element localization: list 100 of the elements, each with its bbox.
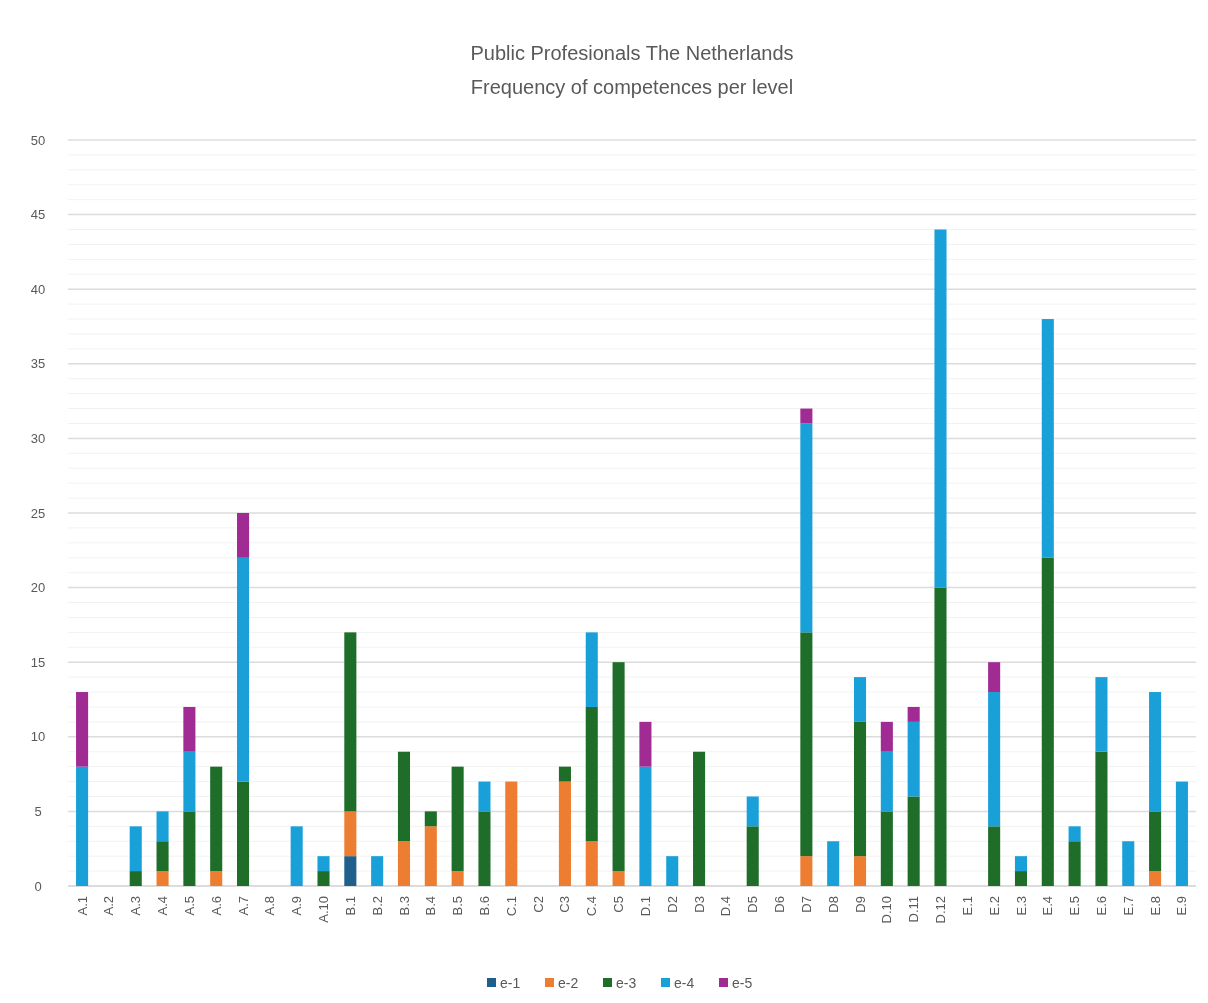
legend-label: e-5: [732, 974, 753, 991]
x-tick-label: E.7: [1120, 896, 1136, 916]
bar: [344, 632, 357, 812]
bar: [558, 766, 571, 782]
x-tick-label: A.7: [235, 896, 251, 916]
bar: [290, 826, 303, 886]
y-tick-label: 20: [30, 580, 46, 596]
x-tick-label: C5: [611, 896, 627, 913]
bar: [451, 871, 464, 886]
bar: [1149, 811, 1162, 872]
bar: [988, 826, 1001, 886]
y-tick-label: 45: [30, 207, 46, 223]
bar: [451, 766, 464, 872]
bar: [746, 796, 759, 827]
bar: [156, 871, 169, 886]
x-tick-label: B.4: [423, 896, 439, 916]
x-tick-label: D7: [798, 896, 814, 913]
y-tick-label: 35: [30, 356, 46, 372]
bar: [1095, 751, 1108, 886]
bar: [746, 826, 759, 886]
bar: [183, 751, 196, 812]
bar: [478, 811, 491, 886]
x-tick-label: A.4: [155, 896, 171, 916]
x-tick-label: A.10: [316, 896, 332, 923]
bar: [344, 811, 357, 857]
x-tick-label: D8: [825, 896, 841, 913]
bar: [129, 826, 142, 872]
bar: [1041, 319, 1054, 558]
x-tick-label: A.9: [289, 896, 305, 916]
bar: [800, 856, 813, 886]
x-tick-label: A.5: [181, 896, 197, 916]
x-tick-label: B.3: [396, 896, 412, 916]
x-tick-label: E.1: [959, 896, 975, 916]
y-tick-label: 15: [30, 654, 46, 670]
x-tick-label: D.12: [933, 896, 949, 924]
bar: [1068, 826, 1081, 842]
bar: [934, 229, 947, 588]
bar: [1068, 841, 1081, 886]
chart-subtitle: Frequency of competences per level: [470, 76, 794, 98]
bar: [1041, 557, 1054, 886]
bar: [129, 871, 142, 886]
bar: [344, 856, 357, 886]
x-tick-label: D5: [745, 896, 761, 913]
x-tick-label: A.6: [208, 896, 224, 916]
bar: [934, 587, 947, 886]
bar: [1014, 871, 1027, 886]
bar: [76, 692, 89, 767]
bar: [827, 841, 840, 886]
bar: [639, 721, 652, 767]
x-tick-label: D2: [664, 896, 680, 913]
bar: [237, 557, 250, 782]
x-tick-label: D9: [852, 896, 868, 913]
y-tick-label: 25: [30, 505, 46, 521]
x-tick-label: B.1: [342, 896, 358, 916]
chart-title: Public Profesionals The Netherlands: [470, 42, 794, 64]
legend-label: e-4: [674, 974, 695, 991]
x-tick-label: E.6: [1093, 896, 1109, 916]
bar: [397, 841, 411, 886]
bar: [907, 721, 920, 797]
bar: [1175, 781, 1188, 886]
bar: [1095, 677, 1108, 752]
bar: [210, 766, 223, 872]
bar: [880, 721, 893, 752]
x-tick-label: A.3: [128, 896, 144, 916]
x-tick-label: D6: [772, 896, 788, 913]
bar: [666, 856, 679, 886]
x-tick-label: B.6: [477, 896, 493, 916]
bar: [800, 423, 813, 633]
bar: [505, 781, 518, 886]
x-tick-label: B.5: [450, 896, 466, 916]
bar: [317, 856, 330, 872]
bar: [183, 811, 196, 886]
bar: [1149, 692, 1162, 812]
y-tick-label: 10: [30, 729, 46, 745]
bar: [397, 751, 411, 842]
bar: [612, 662, 625, 872]
bar: [1122, 841, 1135, 886]
x-tick-label: C3: [557, 896, 573, 913]
bar: [988, 662, 1001, 693]
bar: [478, 781, 491, 812]
bar: [183, 706, 196, 752]
bar: [639, 766, 652, 886]
x-tick-label: D.10: [879, 896, 895, 924]
bar: [907, 706, 920, 722]
bar: [76, 766, 89, 886]
y-tick-label: 0: [34, 878, 42, 894]
x-tick-label: D.1: [637, 896, 653, 917]
x-tick-label: D.11: [906, 896, 922, 923]
bar: [585, 706, 598, 842]
bar: [693, 751, 706, 886]
bar: [1014, 856, 1027, 872]
y-tick-label: 5: [34, 803, 42, 819]
x-tick-label: D3: [691, 896, 707, 913]
y-tick-label: 30: [30, 430, 46, 446]
legend-label: e-1: [500, 974, 521, 991]
bar: [880, 751, 893, 812]
x-tick-label: A.1: [74, 896, 90, 916]
y-tick-label: 40: [30, 281, 46, 297]
bar: [800, 632, 813, 857]
legend-label: e-3: [616, 974, 637, 991]
